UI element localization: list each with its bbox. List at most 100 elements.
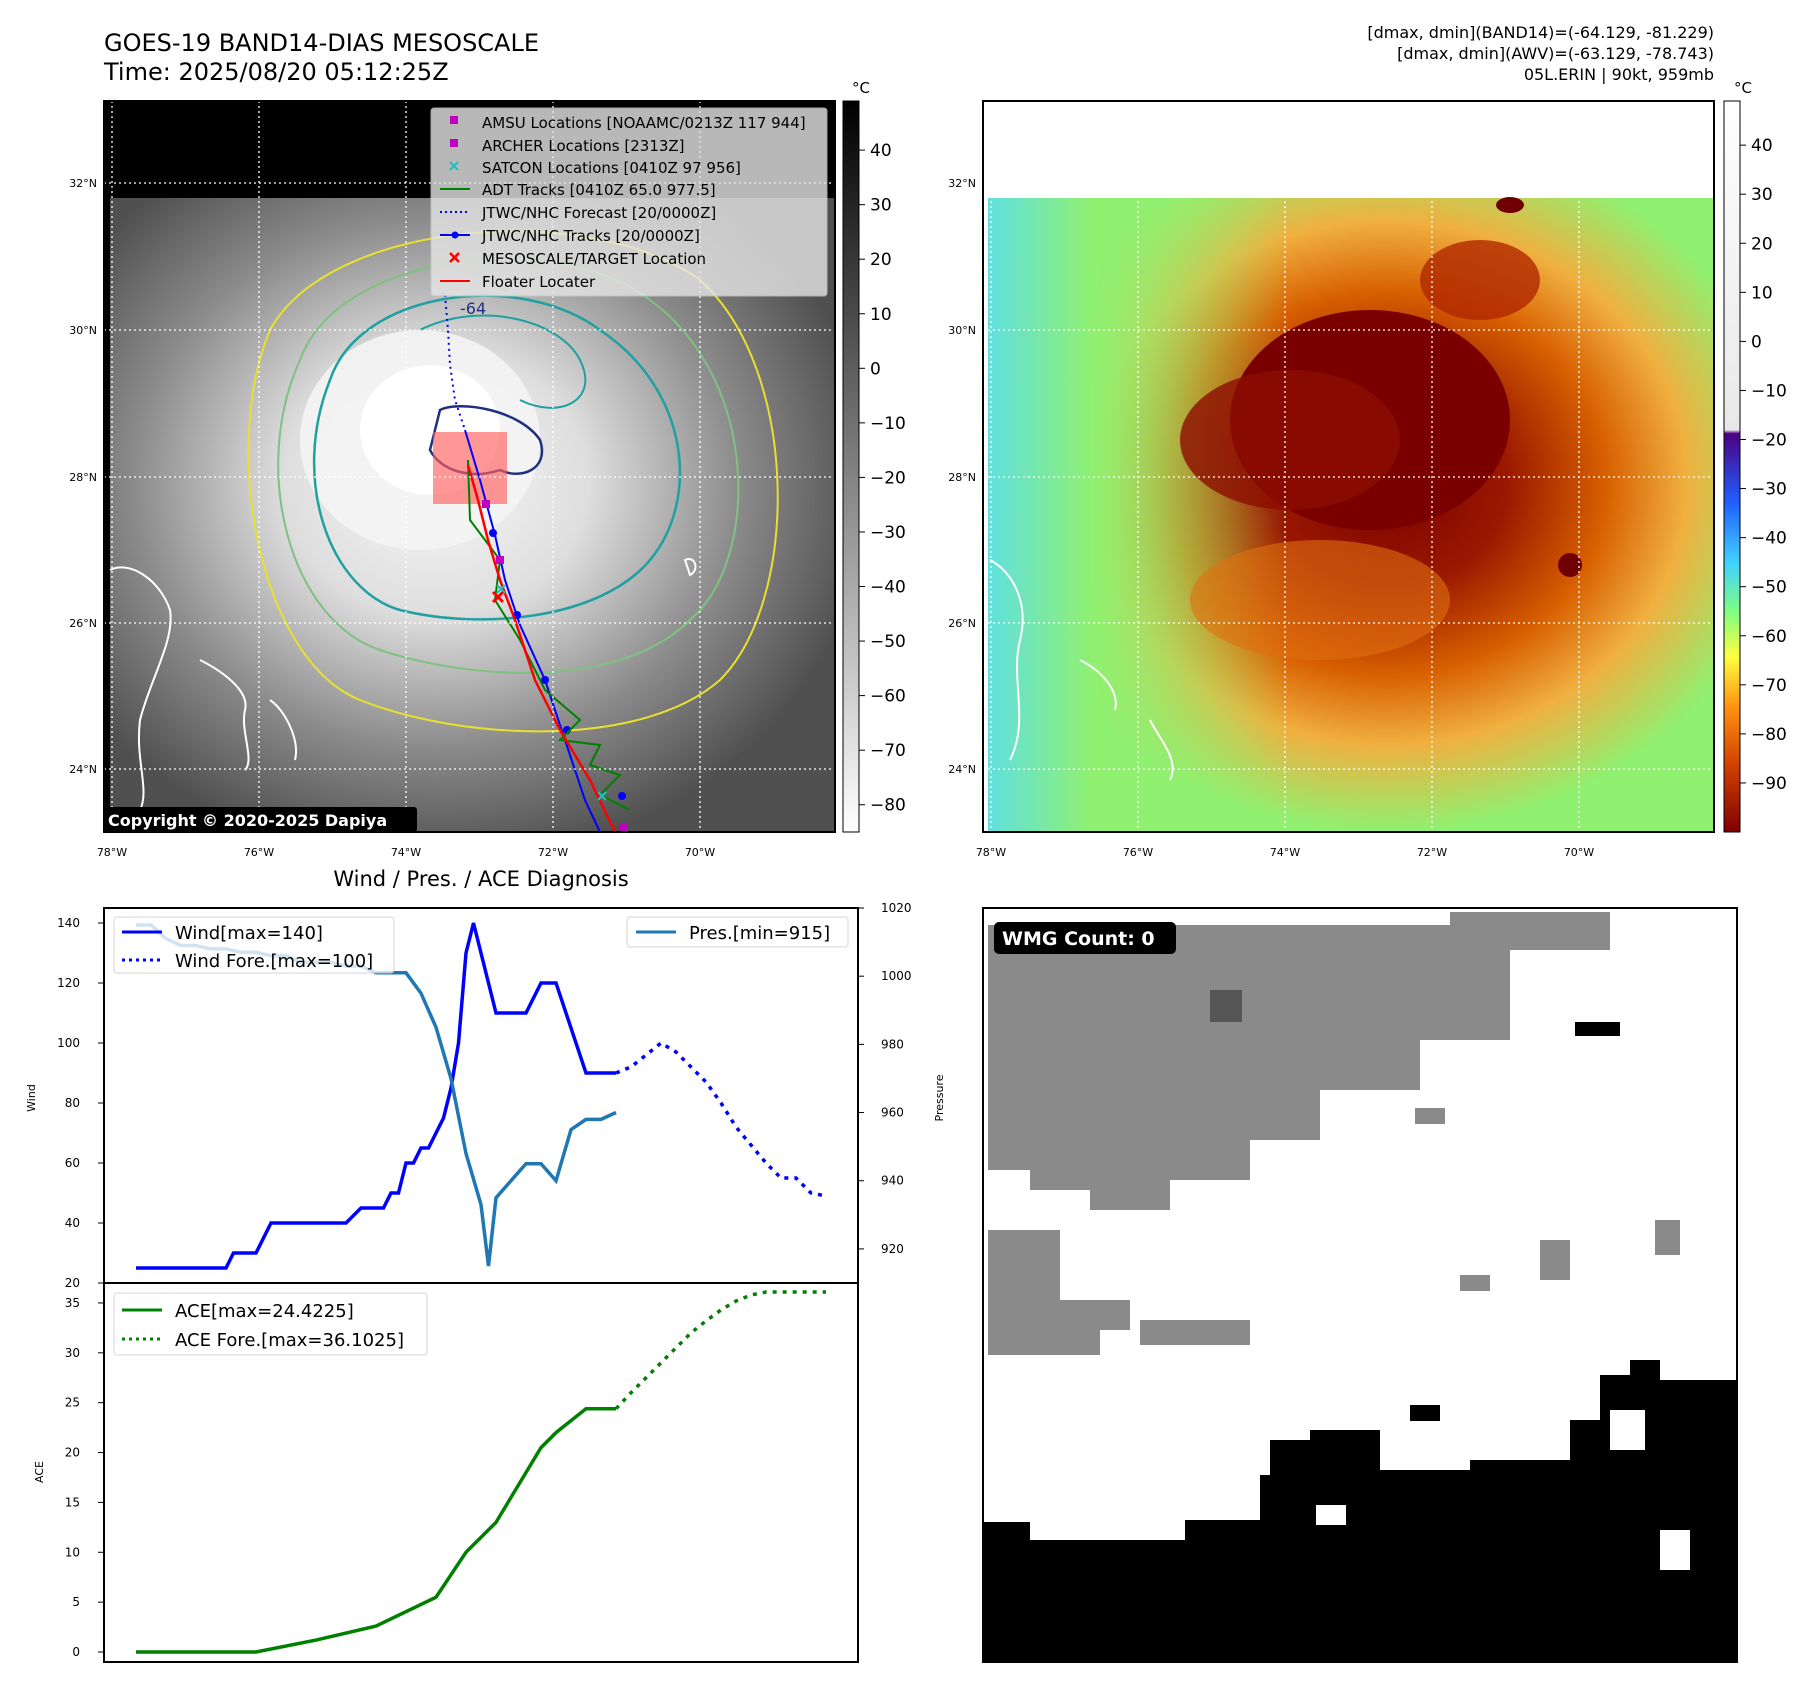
- wind-y-tick-label: 20: [65, 1276, 80, 1290]
- map-legend: AMSU Locations [NOAAMC/0213Z 117 944] AR…: [430, 107, 828, 297]
- ace-series-line-0: [136, 1406, 616, 1654]
- lat-tick: 30°N: [69, 324, 97, 337]
- gray-colorbar-tick-label: −10: [870, 414, 906, 434]
- wind-y-tick-label: 80: [65, 1096, 80, 1110]
- legend-target: MESOSCALE/TARGET Location: [449, 250, 706, 268]
- lon-tick: 74°W: [1270, 846, 1300, 859]
- ir-gray-map: -64 AMSU Locations [NOAAMC/0213Z 117 944…: [69, 100, 836, 859]
- lat-tick: 24°N: [948, 763, 976, 776]
- svg-text:JTWC/NHC Tracks [20/0000Z]: JTWC/NHC Tracks [20/0000Z]: [481, 227, 700, 245]
- lat-tick: 24°N: [69, 763, 97, 776]
- lat-tick: 30°N: [948, 324, 976, 337]
- color-colorbar-tick-label: −40: [1751, 529, 1787, 549]
- legend-floater: Floater Locater: [440, 273, 596, 291]
- awv-range: [dmax, dmin](AWV)=(-63.129, -78.743): [1397, 44, 1714, 63]
- svg-text:ADT Tracks [0410Z 65.0 977.5]: ADT Tracks [0410Z 65.0 977.5]: [482, 181, 716, 199]
- color-colorbar-tick-label: −90: [1751, 774, 1787, 794]
- pressure-legend: Pres.[min=915]: [626, 916, 849, 948]
- chart-title: Wind / Pres. / ACE Diagnosis: [333, 867, 628, 891]
- lon-tick: 76°W: [1123, 846, 1153, 859]
- wind-y-tick-label: 40: [65, 1216, 80, 1230]
- pressure-y-tick-label: 1000: [881, 969, 912, 983]
- ace-y-tick-label: 25: [65, 1396, 80, 1410]
- ace-y-tick-label: 10: [65, 1545, 80, 1559]
- legend-satcon: SATCON Locations [0410Z 97 956]: [449, 159, 741, 177]
- contour-label: -64: [460, 299, 486, 318]
- svg-text:Floater Locater: Floater Locater: [482, 273, 596, 291]
- color-colorbar-tick-label: −60: [1751, 627, 1787, 647]
- gray-colorbar-tick-label: 0: [870, 359, 881, 379]
- wind-y-tick-label: 60: [65, 1156, 80, 1170]
- ace-y-tick-label: 5: [72, 1595, 80, 1609]
- legend-forecast: JTWC/NHC Forecast [20/0000Z]: [440, 204, 716, 222]
- figure-title: GOES-19 BAND14-DIAS MESOSCALE: [104, 29, 539, 57]
- ace-y-tick-label: 30: [65, 1346, 80, 1360]
- figure-time: Time: 2025/08/20 05:12:25Z: [103, 58, 449, 86]
- lon-tick: 78°W: [97, 846, 127, 859]
- lon-tick: 78°W: [976, 846, 1006, 859]
- wind-fore-legend-label: Wind Fore.[max=100]: [175, 951, 373, 972]
- gray-colorbar-tick-label: −60: [870, 687, 906, 707]
- pressure-y-tick-label: 1020: [881, 901, 912, 915]
- lon-tick: 76°W: [244, 846, 274, 859]
- color-colorbar-tick-label: −80: [1751, 725, 1787, 745]
- copyright-box: [104, 807, 417, 832]
- storm-info: 05L.ERIN | 90kt, 959mb: [1524, 65, 1714, 84]
- gray-colorbar-tick-label: −30: [870, 523, 906, 543]
- series-line-0: [136, 922, 616, 1270]
- pressure-y-tick-label: 920: [881, 1242, 904, 1256]
- gray-colorbar-tick-label: −40: [870, 578, 906, 598]
- lat-tick: 28°N: [948, 471, 976, 484]
- svg-text:SATCON Locations [0410Z 97 956: SATCON Locations [0410Z 97 956]: [482, 159, 741, 177]
- gray-colorbar-tick-label: 40: [870, 141, 892, 161]
- map2-tick-labels: 78°W 76°W 74°W 72°W 70°W 32°N 30°N 28°N …: [948, 177, 1594, 859]
- color-colorbar-tick-label: −20: [1751, 431, 1787, 451]
- gray-colorbar-tick-label: 30: [870, 196, 892, 216]
- color-colorbar: °C 40 30 20 10 0 −10 −20 −30 −40 −50 −60 −70 −80 −90: [1723, 79, 1787, 833]
- lat-tick: 26°N: [69, 617, 97, 630]
- wind-y-tick-label: 140: [57, 916, 80, 930]
- ace-y-tick-label: 15: [65, 1495, 80, 1509]
- color-colorbar-tick-label: −30: [1751, 480, 1787, 500]
- band14-range: [dmax, dmin](BAND14)=(-64.129, -81.229): [1367, 23, 1714, 42]
- wind-axis-label: Wind: [25, 1084, 38, 1112]
- series-line-1: [615, 1040, 827, 1198]
- svg-text:ARCHER Locations [2313Z]: ARCHER Locations [2313Z]: [482, 137, 685, 155]
- ace-y-tick-label: 35: [65, 1296, 80, 1310]
- wmg-panel: WMG Count: 0: [982, 907, 1738, 1663]
- color-colorbar-tick-label: 20: [1751, 234, 1773, 254]
- legend-tracks: JTWC/NHC Tracks [20/0000Z]: [440, 227, 700, 245]
- color-colorbar-tick-label: −50: [1751, 578, 1787, 598]
- color-colorbar-tick-label: 30: [1751, 185, 1773, 205]
- ace-legend: ACE[max=24.4225] ACE Fore.[max=36.1025]: [113, 1292, 428, 1356]
- wmg-count-box: [994, 922, 1176, 954]
- lat-tick: 32°N: [69, 177, 97, 190]
- lon-tick: 72°W: [538, 846, 568, 859]
- legend-adt: ADT Tracks [0410Z 65.0 977.5]: [440, 181, 716, 199]
- gray-colorbar-tick-label: 10: [870, 305, 892, 325]
- lon-tick: 72°W: [1417, 846, 1447, 859]
- gray-colorbar-tick-label: 20: [870, 250, 892, 270]
- gray-colorbar-tick-label: −50: [870, 632, 906, 652]
- gray-colorbar-tick-label: −80: [870, 796, 906, 816]
- copyright-text: Copyright © 2020-2025 Dapiya: [108, 811, 387, 830]
- pressure-y-tick-label: 980: [881, 1037, 904, 1051]
- legend-archer: ARCHER Locations [2313Z]: [450, 137, 685, 155]
- lon-tick: 70°W: [685, 846, 715, 859]
- wmg-count-label: WMG Count: 0: [1002, 928, 1155, 950]
- svg-text:AMSU Locations [NOAAMC/0213Z 1: AMSU Locations [NOAAMC/0213Z 117 944]: [482, 114, 806, 132]
- ace-series-line-1: [614, 1290, 826, 1410]
- color-colorbar-tick-label: 10: [1751, 283, 1773, 303]
- color-colorbar-tick-label: −70: [1751, 676, 1787, 696]
- diagnosis-chart: Wind / Pres. / ACE Diagnosis Wind Pressu…: [25, 867, 946, 1663]
- pressure-y-tick-label: 960: [881, 1106, 904, 1120]
- wind-y-tick-label: 100: [57, 1036, 80, 1050]
- ace-fore-legend-label: ACE Fore.[max=36.1025]: [175, 1330, 404, 1351]
- color-colorbar-unit: °C: [1734, 79, 1752, 97]
- lon-tick: 70°W: [1564, 846, 1594, 859]
- color-colorbar-tick-label: 40: [1751, 136, 1773, 156]
- map1-tick-labels: 78°W 76°W 74°W 72°W 70°W 32°N 30°N 28°N …: [69, 177, 715, 859]
- legend-amsu: AMSU Locations [NOAAMC/0213Z 117 944]: [450, 114, 806, 132]
- ace-axis-label: ACE: [33, 1461, 46, 1483]
- pressure-y-tick-label: 940: [881, 1174, 904, 1188]
